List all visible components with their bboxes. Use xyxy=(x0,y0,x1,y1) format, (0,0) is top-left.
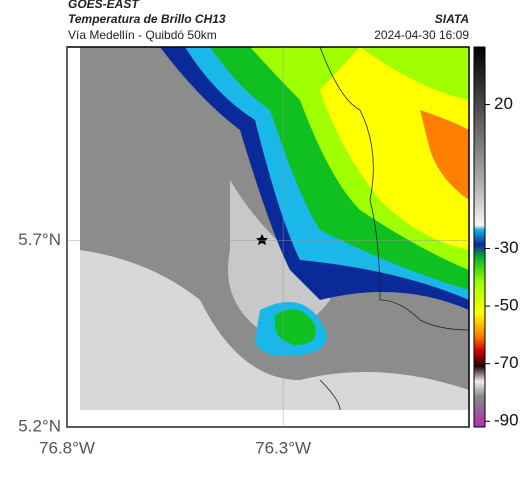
y-tick-label: 5.2°N xyxy=(18,416,61,435)
title: GOES-EAST xyxy=(68,0,140,11)
colorbar-tick-label: 20 xyxy=(494,94,513,113)
colorbar-tick-label: -70 xyxy=(494,353,519,372)
colorbar-tick-label: -50 xyxy=(494,296,519,315)
station-marker xyxy=(256,234,268,245)
colorbar xyxy=(473,46,486,428)
x-tick-label: 76.3°W xyxy=(255,438,311,457)
subtitle: Temperatura de Brillo CH13 xyxy=(68,12,226,26)
x-tick-label: 76.8°W xyxy=(39,438,95,457)
colorbar-tick-label: -30 xyxy=(494,238,519,257)
colorbar-tick-label: -90 xyxy=(494,411,519,430)
datetime: 2024-04-30 16:09 xyxy=(374,28,469,42)
y-tick-label: 5.7°N xyxy=(18,230,61,249)
source: SIATA xyxy=(435,12,469,26)
route: Vía Medellín - Quibdó 50km xyxy=(68,28,217,42)
satellite-image xyxy=(80,47,469,410)
